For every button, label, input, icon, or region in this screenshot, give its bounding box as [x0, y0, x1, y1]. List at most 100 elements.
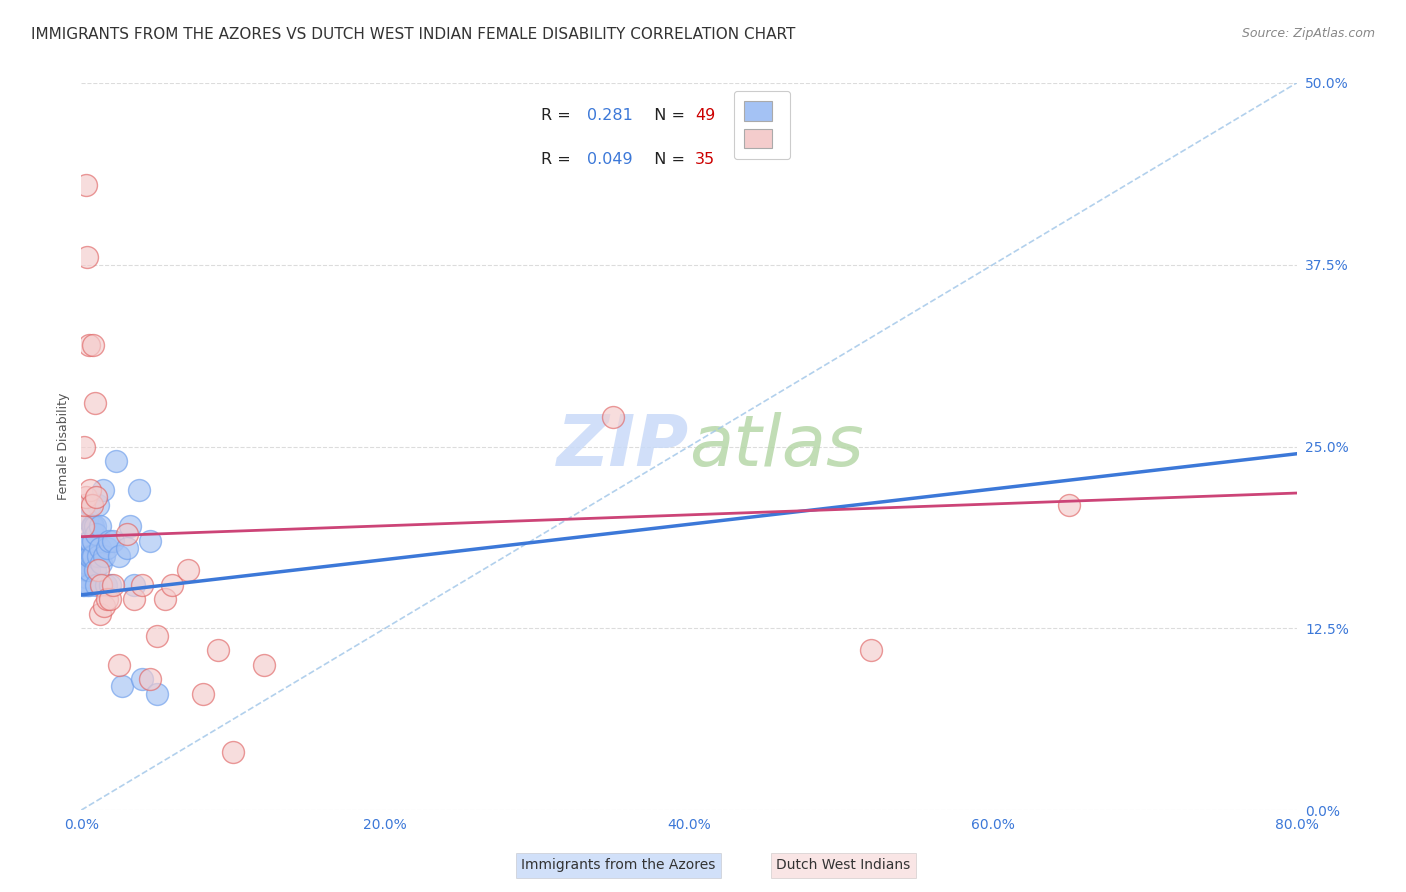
Point — [89, 519, 111, 533]
Point — [98, 577, 121, 591]
Point — [73, 563, 96, 577]
Text: IMMIGRANTS FROM THE AZORES VS DUTCH WEST INDIAN FEMALE DISABILITY CORRELATION CH: IMMIGRANTS FROM THE AZORES VS DUTCH WEST… — [31, 27, 796, 42]
Y-axis label: Female Disability: Female Disability — [58, 392, 70, 500]
Text: 35: 35 — [695, 152, 716, 167]
Point — [103, 534, 125, 549]
Text: Dutch West Indians: Dutch West Indians — [776, 858, 911, 872]
Point — [93, 549, 115, 563]
Point — [80, 549, 103, 563]
Point — [72, 577, 94, 591]
Point — [90, 556, 112, 570]
Text: Source: ZipAtlas.com: Source: ZipAtlas.com — [1241, 27, 1375, 40]
Point — [79, 483, 101, 497]
Point — [73, 440, 96, 454]
Point — [108, 657, 131, 672]
Point — [138, 534, 160, 549]
Point — [87, 563, 110, 577]
Text: R =: R = — [541, 108, 575, 123]
Point — [84, 396, 107, 410]
Point — [79, 549, 101, 563]
Point — [98, 592, 121, 607]
Point — [75, 570, 97, 584]
Point — [91, 483, 114, 497]
Point — [76, 512, 98, 526]
Point — [108, 549, 131, 563]
Point — [77, 534, 100, 549]
Point — [77, 563, 100, 577]
Point — [124, 592, 146, 607]
Point — [86, 577, 108, 591]
Point — [75, 491, 97, 505]
Point — [89, 607, 111, 621]
Point — [77, 337, 100, 351]
Point — [77, 577, 100, 591]
Point — [222, 745, 245, 759]
Point — [162, 577, 184, 591]
Point — [118, 519, 141, 533]
Point — [124, 577, 146, 591]
Point — [72, 556, 94, 570]
Point — [602, 410, 624, 425]
Text: R =: R = — [541, 152, 575, 167]
Point — [87, 498, 110, 512]
Point — [90, 577, 112, 591]
Point — [115, 541, 138, 556]
Text: ZIP: ZIP — [557, 412, 689, 481]
Text: Immigrants from the Azores: Immigrants from the Azores — [522, 858, 716, 872]
Point — [207, 643, 229, 657]
Point — [176, 563, 198, 577]
Point — [82, 534, 104, 549]
Point — [76, 563, 98, 577]
Text: N =: N = — [644, 108, 690, 123]
Point — [76, 577, 98, 591]
Point — [75, 556, 97, 570]
Text: atlas: atlas — [689, 412, 863, 481]
Point — [105, 454, 128, 468]
Point — [131, 672, 153, 686]
Point — [96, 541, 118, 556]
Point — [82, 519, 104, 533]
Point — [82, 549, 104, 563]
Point — [77, 549, 100, 563]
Point — [252, 657, 274, 672]
Point — [96, 592, 118, 607]
Text: 0.281: 0.281 — [586, 108, 633, 123]
Point — [75, 178, 97, 192]
Text: N =: N = — [644, 152, 690, 167]
Point — [111, 680, 134, 694]
Point — [87, 549, 110, 563]
Point — [191, 687, 214, 701]
Point — [93, 599, 115, 614]
Point — [89, 541, 111, 556]
Legend: , : , — [734, 91, 790, 159]
Point — [128, 483, 150, 497]
Point — [73, 549, 96, 563]
Point — [80, 498, 103, 512]
Point — [97, 534, 120, 549]
Point — [84, 563, 107, 577]
Text: 49: 49 — [695, 108, 716, 123]
Point — [860, 643, 883, 657]
Point — [82, 337, 104, 351]
Point — [79, 498, 101, 512]
Text: 0.049: 0.049 — [586, 152, 633, 167]
Point — [153, 592, 176, 607]
Point — [80, 519, 103, 533]
Point — [138, 672, 160, 686]
Point — [84, 519, 107, 533]
Point — [72, 519, 94, 533]
Point — [94, 577, 117, 591]
Point — [103, 577, 125, 591]
Point — [1057, 498, 1080, 512]
Point — [115, 526, 138, 541]
Point — [73, 498, 96, 512]
Point — [75, 541, 97, 556]
Point — [76, 251, 98, 265]
Point — [86, 491, 108, 505]
Point — [146, 629, 169, 643]
Point — [73, 577, 96, 591]
Point — [131, 577, 153, 591]
Point — [146, 687, 169, 701]
Point — [79, 534, 101, 549]
Point — [86, 526, 108, 541]
